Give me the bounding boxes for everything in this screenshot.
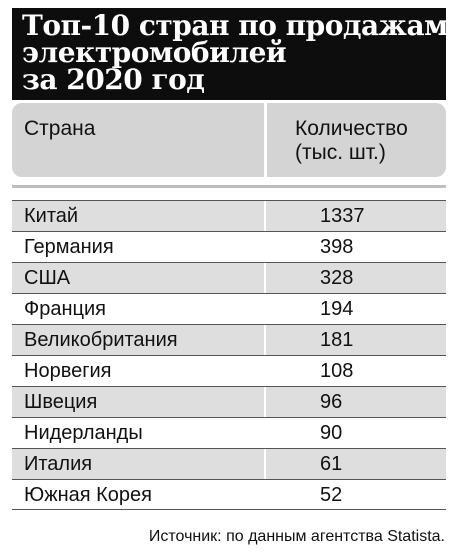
table-row: США 328: [12, 262, 446, 293]
country-cell: Южная Корея: [24, 484, 152, 506]
table-row: Южная Корея 52: [12, 479, 446, 510]
country-cell: Нидерланды: [24, 422, 143, 444]
country-cell: Италия: [24, 453, 93, 475]
table-row: Великобритания 181: [12, 324, 446, 355]
header-quantity-line-1: Количество: [295, 117, 408, 140]
country-cell: Швеция: [24, 391, 98, 413]
column-divider: [264, 325, 266, 355]
column-divider: [264, 294, 266, 324]
table-row: Франция 194: [12, 293, 446, 324]
country-cell: Германия: [24, 236, 114, 258]
country-cell: США: [24, 267, 71, 289]
title-line-3: за 2020 год: [22, 63, 205, 96]
table-row: Швеция 96: [12, 386, 446, 417]
table-row: Китай 1337: [12, 200, 446, 231]
country-cell: Норвегия: [24, 360, 112, 382]
value-cell: 52: [320, 484, 343, 506]
column-divider: [264, 201, 266, 231]
title-line-2: электромобилей: [22, 36, 287, 69]
header-quantity: Количество (тыс. шт.): [295, 117, 408, 165]
source-note: Источник: по данным агентства Statista.: [148, 528, 445, 545]
table-row: Нидерланды 90: [12, 417, 446, 448]
header-quantity-line-2: (тыс. шт.): [295, 141, 386, 164]
value-cell: 194: [320, 298, 354, 320]
value-cell: 61: [320, 453, 343, 475]
value-cell: 398: [320, 236, 354, 258]
title-banner: Топ-10 стран по продажам электромобилей …: [12, 8, 448, 100]
table-header: Страна Количество (тыс. шт.): [12, 103, 446, 177]
country-cell: Франция: [24, 298, 106, 320]
column-divider: [264, 356, 266, 386]
column-divider: [264, 418, 266, 448]
header-divider: [264, 103, 267, 177]
column-divider: [264, 263, 266, 293]
title-line-1: Топ-10 стран по продажам: [22, 9, 448, 42]
table-row: Норвегия 108: [12, 355, 446, 386]
value-cell: 108: [320, 360, 354, 382]
country-cell: Китай: [24, 205, 79, 227]
column-divider: [264, 449, 266, 479]
column-divider: [264, 480, 266, 509]
value-cell: 96: [320, 391, 343, 413]
value-cell: 90: [320, 422, 343, 444]
value-cell: 181: [320, 329, 354, 351]
table-row: Германия 398: [12, 231, 446, 262]
column-divider: [264, 387, 266, 417]
header-rule: [12, 185, 446, 188]
table-row: Италия 61: [12, 448, 446, 479]
column-divider: [264, 232, 266, 262]
table-body: Китай 1337 Германия 398 США 328 Франция 194 Вели…: [12, 200, 446, 510]
header-country: Страна: [24, 117, 96, 140]
country-cell: Великобритания: [24, 329, 178, 351]
value-cell: 328: [320, 267, 354, 289]
value-cell: 1337: [320, 205, 365, 227]
